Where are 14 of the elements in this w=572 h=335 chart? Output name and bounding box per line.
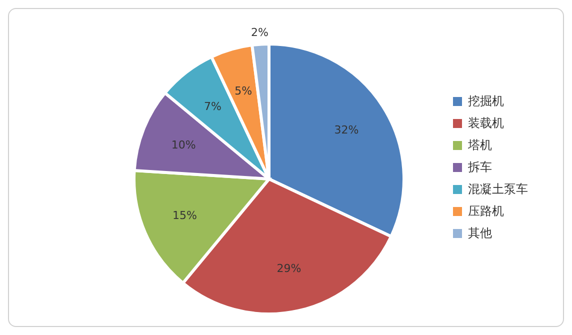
data-label: 15% <box>172 208 197 222</box>
data-label: 7% <box>204 100 222 113</box>
data-label: 2% <box>251 26 268 39</box>
data-label: 10% <box>171 138 196 152</box>
legend-label: 装载机 <box>468 115 504 132</box>
legend-label: 挖掘机 <box>468 93 504 110</box>
data-label: 29% <box>276 262 302 276</box>
data-label: 5% <box>234 84 252 98</box>
legend-label: 压路机 <box>468 203 504 220</box>
legend-label: 其他 <box>468 225 492 242</box>
legend-label: 混凝土泵车 <box>468 181 528 198</box>
legend-label: 塔机 <box>468 137 492 154</box>
legend-label: 拆车 <box>468 159 492 176</box>
data-label: 32% <box>334 123 359 136</box>
